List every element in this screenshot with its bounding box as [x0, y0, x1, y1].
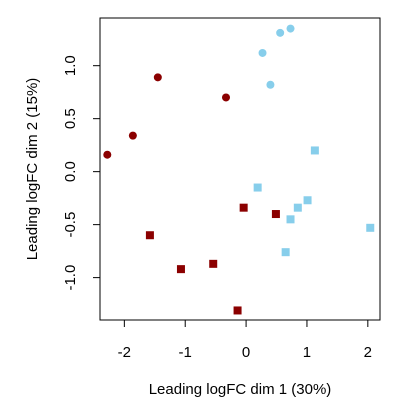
x-tick-label: -1: [179, 344, 192, 361]
data-point-square: [239, 203, 248, 212]
data-point-square: [366, 223, 375, 232]
data-point-circle: [258, 48, 267, 57]
y-tick-label: -0.5: [62, 212, 79, 238]
y-tick-label: 1.0: [62, 55, 79, 76]
x-tick-label: -2: [118, 344, 131, 361]
data-point-circle: [103, 150, 112, 159]
y-axis: -1.0 -0.5 0.0 0.5 1.0: [62, 55, 100, 291]
y-tick-label: 0.5: [62, 108, 79, 129]
data-point-square: [176, 265, 185, 274]
data-point-circle: [276, 28, 285, 37]
data-point-square: [233, 306, 242, 315]
x-tick-label: 2: [364, 344, 372, 361]
data-point-square: [271, 210, 280, 219]
data-point-circle: [286, 24, 295, 33]
data-point-square: [293, 203, 302, 212]
data-point-circle: [222, 93, 230, 102]
data-point-square: [310, 146, 319, 155]
data-points: [103, 24, 375, 315]
x-tick-label: 0: [242, 344, 250, 361]
data-point-circle: [266, 80, 275, 89]
data-point-square: [209, 259, 218, 268]
x-axis-title: Leading logFC dim 1 (30%): [149, 381, 332, 398]
data-point-square: [253, 183, 262, 192]
data-point-square: [303, 196, 312, 205]
data-point-square: [286, 215, 295, 224]
y-tick-label: -1.0: [62, 265, 79, 291]
y-axis-title: Leading logFC dim 2 (15%): [24, 78, 41, 261]
x-axis: -2 -1 0 1 2: [118, 320, 372, 361]
x-tick-label: 1: [303, 344, 311, 361]
data-point-square: [145, 231, 154, 240]
data-point-circle: [153, 73, 162, 82]
data-point-square: [281, 248, 290, 257]
data-point-circle: [128, 131, 137, 140]
plot-frame: [99, 17, 381, 321]
y-tick-label: 0.0: [62, 161, 79, 182]
